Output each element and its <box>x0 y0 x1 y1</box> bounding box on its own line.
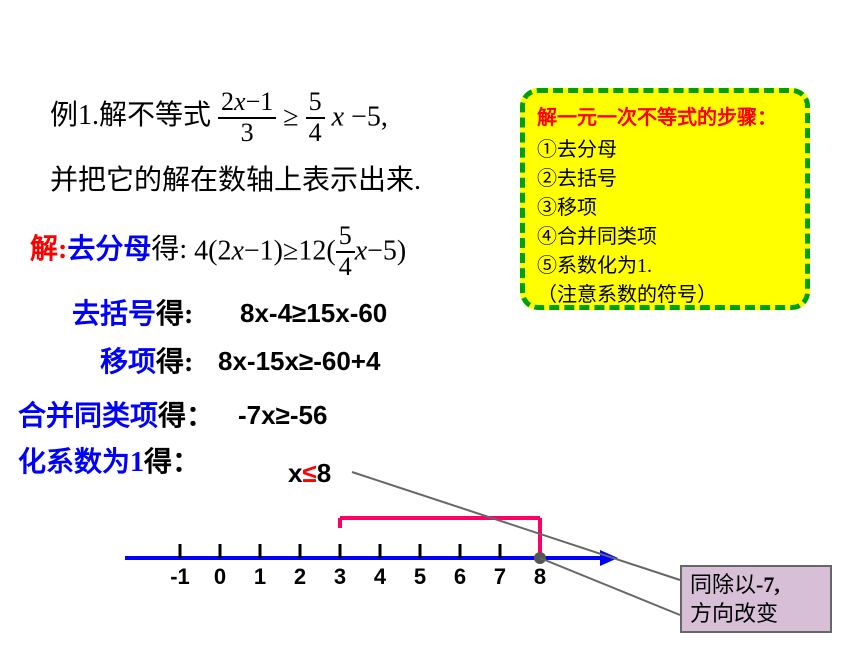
svg-text:-1: -1 <box>170 564 190 589</box>
svg-text:0: 0 <box>214 564 226 589</box>
solution-step-4: 合并同类项得： <box>18 394 214 434</box>
solution-step-1: 解:去分母得: 4(2x−1)≥12(54x−5) <box>30 222 406 281</box>
svg-text:3: 3 <box>334 564 346 589</box>
steps-box: 解一元一次不等式的步骤： ①去分母 ②去括号 ③移项 ④合并同类项 ⑤系数化为1… <box>520 88 810 310</box>
callout-box: 同除以-7, 方向改变 <box>680 565 832 633</box>
problem-line1: 例1.解不等式 2x−1 3 ≥ 5 4 x −5, <box>50 88 388 147</box>
svg-text:7: 7 <box>494 564 506 589</box>
solution-step-3: 移项得: <box>100 340 193 380</box>
svg-text:2: 2 <box>294 564 306 589</box>
steps-item-1: ①去分母 <box>537 136 793 165</box>
number-line: -1 0 1 2 3 4 5 6 7 8 <box>105 498 635 618</box>
step1-de: 得: <box>151 234 187 265</box>
steps-item-2: ②去括号 <box>537 165 793 194</box>
svg-text:4: 4 <box>374 564 387 589</box>
problem-prefix: 例1.解不等式 <box>50 100 211 131</box>
jie-label: 解: <box>30 234 67 265</box>
solution-step-2: 去括号得: <box>72 292 193 332</box>
step1-fraction: 54 <box>336 222 355 281</box>
svg-text:6: 6 <box>454 564 466 589</box>
steps-item-4: ④合并同类项 <box>537 223 793 252</box>
svg-text:8: 8 <box>534 564 546 589</box>
steps-item-6: （注意系数的符号） <box>537 281 793 310</box>
step2-math: 8x-4≥15x-60 <box>240 298 387 329</box>
callout-line2: 方向改变 <box>690 600 822 629</box>
step1-blue: 去分母 <box>67 234 151 265</box>
fraction-1: 2x−1 3 <box>218 88 276 147</box>
ge-sign: ≥ <box>283 102 298 133</box>
step5-math: x≤8 <box>288 458 331 489</box>
svg-text:1: 1 <box>254 564 266 589</box>
solution-step-5: 化系数为1得： <box>18 440 200 480</box>
steps-item-5: ⑤系数化为1. <box>537 252 793 281</box>
callout-line1: 同除以-7, <box>690 571 822 600</box>
steps-item-3: ③移项 <box>537 194 793 223</box>
problem-line2: 并把它的解在数轴上表示出来. <box>50 158 421 198</box>
steps-title: 解一元一次不等式的步骤： <box>537 101 793 130</box>
fraction-2: 5 4 <box>306 88 325 147</box>
svg-text:5: 5 <box>414 564 426 589</box>
step4-math: -7x≥-56 <box>238 400 327 431</box>
step3-math: 8x-15x≥-60+4 <box>218 346 380 377</box>
